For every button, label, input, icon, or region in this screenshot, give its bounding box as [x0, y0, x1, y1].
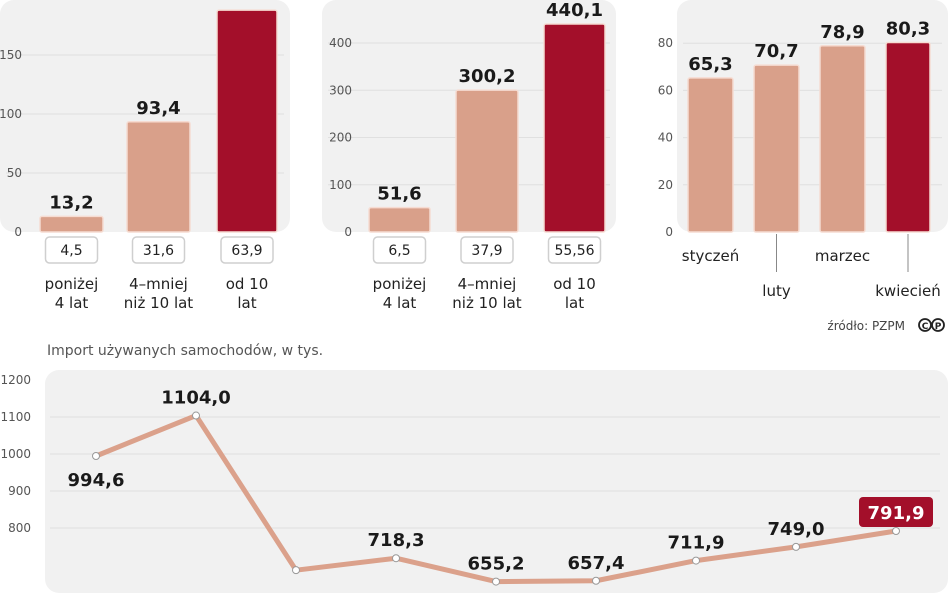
category-label: 4 lat: [383, 294, 417, 312]
bar: [216, 9, 278, 233]
copyright-icon: [918, 318, 932, 332]
y-tick-label: 0: [344, 225, 352, 239]
bar-value-label: 80,3: [886, 18, 930, 39]
category-label: lat: [237, 294, 256, 312]
bar: [368, 206, 431, 233]
bar: [885, 41, 931, 233]
bar-value-label: 440,1: [546, 0, 603, 21]
data-point: [692, 556, 700, 565]
category-label: od 10: [226, 275, 269, 293]
point-value-label: 749,0: [768, 519, 825, 540]
y-tick-label: 50: [7, 166, 22, 180]
y-tick-label: 200: [329, 131, 352, 145]
line-chart-title: Import używanych samochodów, w tys.: [47, 343, 323, 359]
data-point: [92, 451, 100, 460]
bar: [687, 77, 734, 233]
y-tick-label: 100: [0, 107, 22, 121]
point-value-label: 655,2: [468, 554, 525, 575]
share-box-label: 4,5: [60, 243, 82, 259]
point-value-label: 711,9: [668, 533, 725, 554]
share-box: [131, 236, 186, 264]
bar-value-label: 51,6: [377, 184, 421, 205]
bar-value-label: 65,3: [688, 54, 732, 75]
category-label: od 10: [553, 275, 596, 293]
category-label: luty: [762, 282, 791, 300]
bar: [126, 121, 191, 233]
license-letter: P: [935, 322, 942, 332]
y-tick-label: 40: [658, 131, 673, 145]
category-label: 4–mniej: [129, 275, 188, 293]
y-tick-label: 150: [0, 48, 22, 62]
data-point: [492, 577, 500, 586]
y-tick-label: 1000: [0, 447, 31, 461]
y-tick-label: 20: [658, 178, 673, 192]
category-label: lat: [565, 294, 584, 312]
share-box: [547, 236, 602, 264]
category-label: 4–mniej: [458, 275, 517, 293]
highlight-label-box: [859, 496, 933, 527]
point-value-label: 1104,0: [161, 388, 230, 409]
share-box: [44, 236, 99, 264]
category-label: 4 lat: [55, 294, 89, 312]
share-box: [460, 236, 514, 264]
p-icon: [931, 318, 945, 332]
bar-value-label: 70,7: [754, 41, 798, 62]
share-box-label: 31,6: [143, 243, 174, 259]
category-label: poniżej: [45, 275, 99, 293]
bar: [455, 89, 519, 233]
point-value-label: 718,3: [368, 530, 425, 551]
point-value-label: 657,4: [568, 553, 625, 574]
license-letter: C: [922, 322, 929, 332]
chart-panel: [677, 0, 948, 232]
share-box-label: 55,56: [554, 243, 594, 259]
y-tick-label: 100: [329, 178, 352, 192]
y-tick-label: 400: [329, 36, 352, 50]
bar: [543, 23, 606, 233]
y-tick-label: 1200: [0, 373, 31, 387]
category-label: niż 10 lat: [452, 294, 522, 312]
bar-value-label: 300,2: [459, 66, 516, 87]
category-label: marzec: [815, 247, 870, 265]
data-point: [192, 411, 200, 420]
share-box: [220, 236, 274, 264]
share-box-label: 6,5: [388, 243, 410, 259]
category-label: niż 10 lat: [124, 294, 194, 312]
point-value-label: 791,9: [868, 503, 925, 524]
chart-panel: [45, 370, 948, 593]
y-tick-label: 0: [665, 225, 673, 239]
data-point: [592, 576, 600, 585]
share-box: [372, 236, 427, 264]
data-point: [892, 526, 900, 535]
y-tick-label: 800: [8, 521, 31, 535]
share-box-label: 37,9: [471, 243, 502, 259]
data-point: [792, 542, 800, 551]
bar-value-label: 13,2: [49, 192, 93, 213]
y-tick-label: 1100: [0, 410, 31, 424]
y-tick-label: 60: [658, 83, 673, 97]
data-point: [292, 566, 300, 575]
source-label: źródło: PZPM: [827, 319, 905, 333]
category-label: styczeń: [682, 247, 739, 265]
bar: [819, 45, 866, 233]
bar-value-label: 78,9: [820, 22, 864, 43]
category-label: poniżej: [373, 275, 427, 293]
y-tick-label: 900: [8, 484, 31, 498]
share-box-label: 63,9: [231, 243, 262, 259]
bar: [753, 64, 800, 233]
y-tick-label: 0: [14, 225, 22, 239]
bar-value-label: 93,4: [136, 98, 180, 119]
category-label: kwiecień: [875, 282, 941, 300]
point-value-label: 994,6: [68, 470, 125, 491]
data-point: [392, 554, 400, 563]
y-tick-label: 300: [329, 83, 352, 97]
y-tick-label: 80: [658, 36, 673, 50]
bar: [39, 215, 104, 233]
